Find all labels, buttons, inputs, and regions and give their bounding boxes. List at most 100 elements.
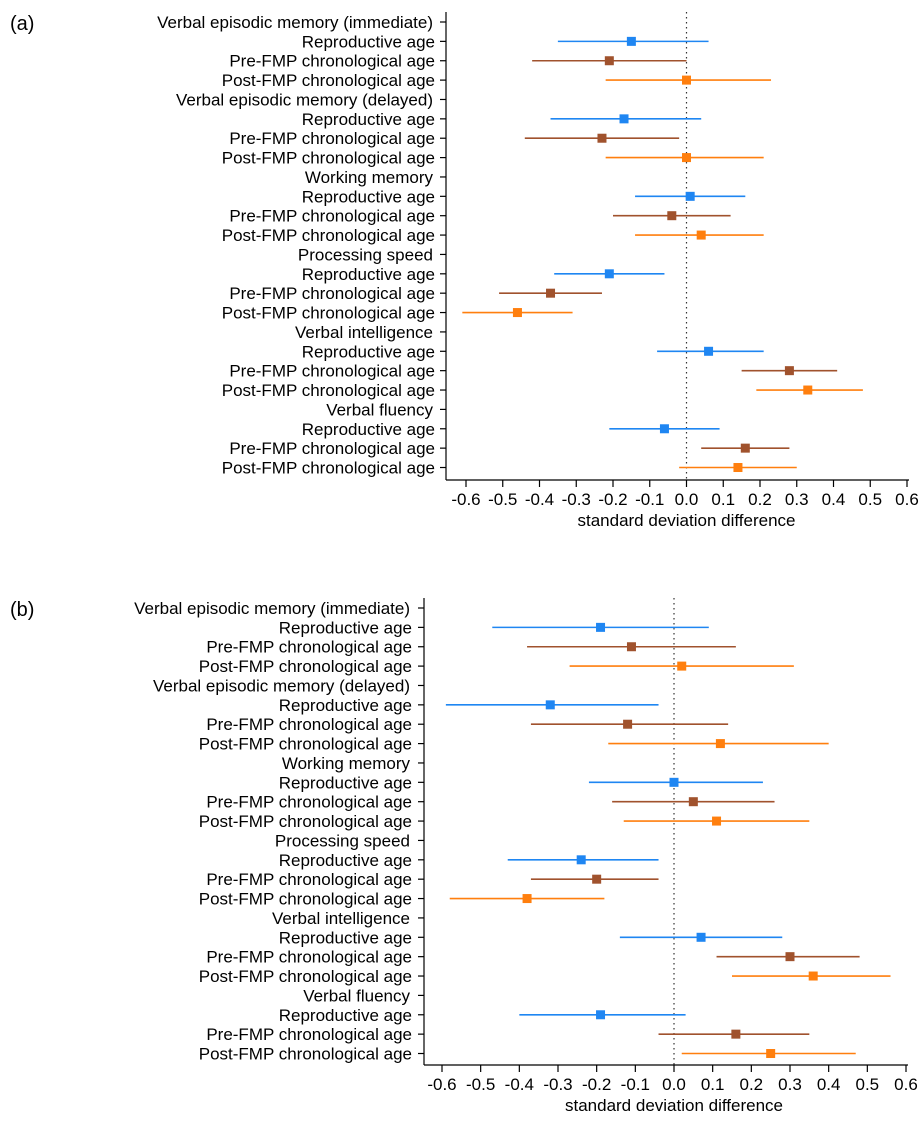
- row-label: Pre-FMP chronological age: [229, 362, 435, 381]
- row-label: Reproductive age: [302, 32, 435, 51]
- row-label: Pre-FMP chronological age: [206, 715, 412, 734]
- row-label: Post-FMP chronological age: [222, 459, 435, 478]
- row-label: Post-FMP chronological age: [222, 381, 435, 400]
- point-estimate-marker: [522, 894, 532, 904]
- row-label: Pre-FMP chronological age: [206, 948, 412, 967]
- x-tick-label: -0.4: [505, 1075, 534, 1094]
- row-label: Reproductive age: [279, 1006, 412, 1025]
- point-estimate-marker: [667, 211, 677, 221]
- point-estimate-marker: [784, 366, 794, 376]
- point-estimate-marker: [696, 932, 706, 942]
- point-estimate-marker: [619, 114, 629, 124]
- group-label: Processing speed: [275, 831, 410, 850]
- x-tick-label: 0.6: [895, 490, 919, 509]
- point-estimate-marker: [715, 739, 725, 749]
- point-estimate-marker: [682, 153, 691, 163]
- x-axis-title: standard deviation difference: [565, 1096, 783, 1115]
- group-label: Verbal episodic memory (immediate): [134, 599, 410, 618]
- x-tick-label: -0.6: [451, 490, 480, 509]
- row-label: Pre-FMP chronological age: [229, 207, 435, 226]
- point-estimate-marker: [731, 1029, 741, 1039]
- point-estimate-marker: [808, 971, 818, 981]
- point-estimate-marker: [545, 700, 555, 710]
- point-estimate-marker: [512, 308, 522, 318]
- point-estimate-marker: [685, 191, 695, 201]
- row-label: Post-FMP chronological age: [222, 149, 435, 168]
- x-tick-label: 0.1: [701, 1075, 725, 1094]
- point-estimate-marker: [596, 1010, 606, 1020]
- row-label: Reproductive age: [302, 342, 435, 361]
- panel-a: (a) Verbal episodic memory (immediate)Rep…: [10, 12, 919, 530]
- group-label: Verbal fluency: [303, 986, 410, 1005]
- group-label: Verbal episodic memory (delayed): [153, 676, 410, 695]
- row-label: Post-FMP chronological age: [199, 1045, 412, 1064]
- group-label: Verbal intelligence: [272, 909, 410, 928]
- point-estimate-marker: [546, 288, 556, 298]
- row-label: Pre-FMP chronological age: [206, 638, 412, 657]
- row-label: Post-FMP chronological age: [199, 967, 412, 986]
- row-label: Post-FMP chronological age: [199, 890, 412, 909]
- panel-label: (b): [10, 599, 34, 621]
- x-tick-label: 0.2: [748, 490, 772, 509]
- x-tick-label: 0.0: [662, 1075, 686, 1094]
- row-label: Reproductive age: [279, 773, 412, 792]
- group-label: Working memory: [305, 168, 434, 187]
- panel-label: (a): [10, 13, 34, 35]
- point-estimate-marker: [740, 443, 750, 453]
- x-tick-label: -0.3: [562, 490, 591, 509]
- x-axis-title: standard deviation difference: [577, 511, 795, 530]
- x-tick-label: 0.3: [778, 1075, 802, 1094]
- x-tick-label: -0.1: [621, 1075, 650, 1094]
- row-label: Reproductive age: [279, 696, 412, 715]
- point-estimate-marker: [696, 230, 706, 240]
- point-estimate-marker: [659, 424, 669, 434]
- row-label: Post-FMP chronological age: [199, 657, 412, 676]
- row-label: Reproductive age: [279, 928, 412, 947]
- point-estimate-marker: [604, 269, 614, 279]
- row-label: Pre-FMP chronological age: [229, 284, 435, 303]
- x-tick-label: 0.0: [675, 490, 699, 509]
- row-label: Pre-FMP chronological age: [229, 129, 435, 148]
- x-tick-label: -0.2: [582, 1075, 611, 1094]
- row-label: Pre-FMP chronological age: [206, 870, 412, 889]
- point-estimate-marker: [604, 56, 614, 66]
- point-estimate-marker: [682, 75, 691, 85]
- group-label: Verbal episodic memory (delayed): [176, 90, 433, 109]
- x-tick-label: -0.3: [543, 1075, 572, 1094]
- point-estimate-marker: [766, 1049, 776, 1059]
- x-tick-label: -0.1: [635, 490, 664, 509]
- point-estimate-marker: [785, 952, 795, 962]
- point-estimate-marker: [669, 777, 679, 787]
- row-label: Reproductive age: [302, 420, 435, 439]
- group-label: Verbal episodic memory (immediate): [157, 13, 433, 32]
- point-estimate-marker: [626, 36, 636, 46]
- row-label: Post-FMP chronological age: [199, 812, 412, 831]
- group-label: Working memory: [282, 754, 411, 773]
- row-label: Reproductive age: [302, 265, 435, 284]
- point-estimate-marker: [677, 661, 687, 671]
- point-estimate-marker: [704, 346, 714, 356]
- x-tick-label: -0.4: [525, 490, 554, 509]
- group-label: Processing speed: [298, 245, 433, 264]
- x-tick-label: 0.2: [740, 1075, 764, 1094]
- x-tick-label: -0.6: [427, 1075, 456, 1094]
- row-label: Pre-FMP chronological age: [206, 1025, 412, 1044]
- row-label: Post-FMP chronological age: [222, 226, 435, 245]
- row-label: Post-FMP chronological age: [222, 304, 435, 323]
- point-estimate-marker: [626, 642, 636, 652]
- group-label: Verbal fluency: [326, 400, 433, 419]
- x-tick-label: 0.5: [856, 1075, 880, 1094]
- x-tick-label: -0.2: [598, 490, 627, 509]
- x-tick-label: 0.5: [858, 490, 882, 509]
- row-label: Reproductive age: [279, 618, 412, 637]
- x-tick-label: 0.4: [817, 1075, 841, 1094]
- row-label: Pre-FMP chronological age: [229, 439, 435, 458]
- row-label: Reproductive age: [279, 851, 412, 870]
- x-tick-label: 0.3: [785, 490, 809, 509]
- row-label: Reproductive age: [302, 187, 435, 206]
- point-estimate-marker: [623, 719, 633, 729]
- row-label: Post-FMP chronological age: [199, 735, 412, 754]
- point-estimate-marker: [596, 622, 606, 632]
- x-tick-label: -0.5: [466, 1075, 495, 1094]
